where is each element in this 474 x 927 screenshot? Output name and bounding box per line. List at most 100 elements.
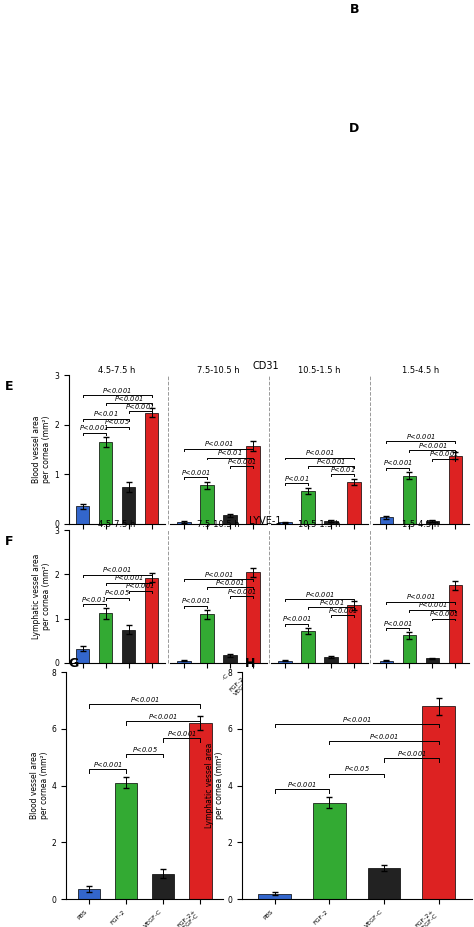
Text: $P$<0.001: $P$<0.001 xyxy=(125,581,155,590)
Bar xyxy=(426,658,439,663)
Bar xyxy=(426,521,439,524)
Bar xyxy=(301,490,315,524)
Bar xyxy=(402,635,416,663)
Text: $P$<0.001: $P$<0.001 xyxy=(369,731,399,741)
Bar xyxy=(76,506,90,524)
Text: $P$<0.05: $P$<0.05 xyxy=(104,417,130,426)
Text: $P$<0.001: $P$<0.001 xyxy=(167,729,197,738)
Text: $P$<0.001: $P$<0.001 xyxy=(114,574,143,582)
Text: $P$<0.001: $P$<0.001 xyxy=(383,619,413,628)
Bar xyxy=(448,586,462,663)
Text: VEGF-C: VEGF-C xyxy=(203,6,229,12)
Bar xyxy=(347,482,361,524)
Title: 7.5-10.5 h: 7.5-10.5 h xyxy=(197,365,240,375)
Bar xyxy=(223,655,237,663)
Bar xyxy=(152,873,174,899)
Text: $P$<0.01: $P$<0.01 xyxy=(217,448,243,457)
Text: $P$<0.001: $P$<0.001 xyxy=(79,424,109,432)
Bar xyxy=(380,661,393,663)
Bar xyxy=(246,572,260,663)
Title: 7.5-10.5 h: 7.5-10.5 h xyxy=(197,520,240,529)
Text: VEGF-C: VEGF-C xyxy=(203,127,229,133)
Text: $P$<0.01: $P$<0.01 xyxy=(93,410,118,418)
Text: $P$<0.001: $P$<0.001 xyxy=(102,386,132,395)
Title: 10.5-1.5 h: 10.5-1.5 h xyxy=(299,520,341,529)
Text: F: F xyxy=(5,535,13,548)
Bar xyxy=(380,517,393,524)
Y-axis label: Lymphatic vessel area
per cornea (mm²): Lymphatic vessel area per cornea (mm²) xyxy=(32,553,51,640)
Text: $P$<0.001: $P$<0.001 xyxy=(130,695,159,704)
Text: $P$<0.01: $P$<0.01 xyxy=(319,598,344,606)
Text: FGF-2: FGF-2 xyxy=(118,6,138,12)
Text: $P$<0.001: $P$<0.001 xyxy=(406,592,436,602)
Text: $P$<0.001: $P$<0.001 xyxy=(181,596,210,605)
Title: 4.5-7.5 h: 4.5-7.5 h xyxy=(98,365,136,375)
Bar xyxy=(122,629,136,663)
Bar xyxy=(200,615,214,663)
Text: $P$<0.001: $P$<0.001 xyxy=(287,780,317,789)
Text: $P$<0.05: $P$<0.05 xyxy=(132,744,157,754)
Text: $P$<0.001: $P$<0.001 xyxy=(418,601,447,609)
Text: G: G xyxy=(68,657,79,670)
Text: CD31: CD31 xyxy=(252,361,279,371)
Text: $P$<0.001: $P$<0.001 xyxy=(102,565,132,575)
Bar xyxy=(422,706,455,899)
Text: E: E xyxy=(5,380,13,393)
Bar xyxy=(76,649,90,663)
Bar xyxy=(448,455,462,524)
Text: $P$<0.001: $P$<0.001 xyxy=(181,468,210,476)
Bar xyxy=(145,578,158,663)
Text: $P$<0.001: $P$<0.001 xyxy=(148,712,178,721)
Text: $P$<0.01: $P$<0.01 xyxy=(330,464,356,474)
Text: H: H xyxy=(245,657,255,670)
Text: $P$<0.05: $P$<0.05 xyxy=(344,765,370,773)
Text: $P$<0.001: $P$<0.001 xyxy=(418,440,447,450)
Text: $P$<0.001: $P$<0.001 xyxy=(429,450,459,459)
Text: PBS: PBS xyxy=(33,127,46,133)
Text: $P$<0.001: $P$<0.001 xyxy=(203,570,233,578)
Bar xyxy=(278,522,292,524)
Text: $P$<0.001: $P$<0.001 xyxy=(305,590,335,599)
Text: $P$<0.001: $P$<0.001 xyxy=(397,749,426,757)
Bar xyxy=(313,803,346,899)
Text: $P$<0.001: $P$<0.001 xyxy=(282,615,311,624)
Text: $P$<0.001: $P$<0.001 xyxy=(383,458,413,467)
Text: B: B xyxy=(350,3,359,16)
Text: $P$<0.001: $P$<0.001 xyxy=(227,457,256,466)
Text: FGF-2: FGF-2 xyxy=(118,127,138,133)
Title: 4.5-7.5 h: 4.5-7.5 h xyxy=(98,520,136,529)
Bar xyxy=(177,522,191,524)
Text: $P$<0.01: $P$<0.01 xyxy=(284,474,310,483)
Bar xyxy=(324,521,338,524)
Bar xyxy=(115,782,137,899)
Text: $P$<0.001: $P$<0.001 xyxy=(215,578,245,587)
Text: $P$<0.001: $P$<0.001 xyxy=(114,394,143,402)
Text: $P$<0.001: $P$<0.001 xyxy=(328,605,357,615)
Y-axis label: Blood vessel area
per cornea (mm²): Blood vessel area per cornea (mm²) xyxy=(29,752,49,819)
Text: D: D xyxy=(349,122,359,135)
Bar xyxy=(324,657,338,663)
Text: $P$<0.001: $P$<0.001 xyxy=(203,439,233,448)
Bar xyxy=(258,894,291,899)
Text: PBS: PBS xyxy=(33,6,46,12)
Text: $P$<0.001: $P$<0.001 xyxy=(305,448,335,457)
Bar xyxy=(278,661,292,663)
Title: 1.5-4.5 h: 1.5-4.5 h xyxy=(402,365,439,375)
Bar xyxy=(122,487,136,524)
Bar xyxy=(223,515,237,524)
Bar xyxy=(368,868,401,899)
Y-axis label: Lymphatic vessel area
per cornea (mm²): Lymphatic vessel area per cornea (mm²) xyxy=(205,743,224,829)
Text: $P$<0.001: $P$<0.001 xyxy=(429,609,459,618)
Text: $P$<0.01: $P$<0.01 xyxy=(82,594,107,603)
Text: FGF-2+VEGF-C: FGF-2+VEGF-C xyxy=(278,6,330,12)
Bar xyxy=(246,446,260,524)
Title: 10.5-1.5 h: 10.5-1.5 h xyxy=(299,365,341,375)
Title: 1.5-4.5 h: 1.5-4.5 h xyxy=(402,520,439,529)
Bar xyxy=(145,413,158,524)
Bar xyxy=(301,631,315,663)
Text: $P$<0.001: $P$<0.001 xyxy=(342,715,372,724)
Text: FGF-2+VEGF-C: FGF-2+VEGF-C xyxy=(278,127,330,133)
Bar xyxy=(78,889,100,899)
Text: $P$<0.001: $P$<0.001 xyxy=(125,401,155,411)
Text: $P$<0.001: $P$<0.001 xyxy=(406,432,436,440)
